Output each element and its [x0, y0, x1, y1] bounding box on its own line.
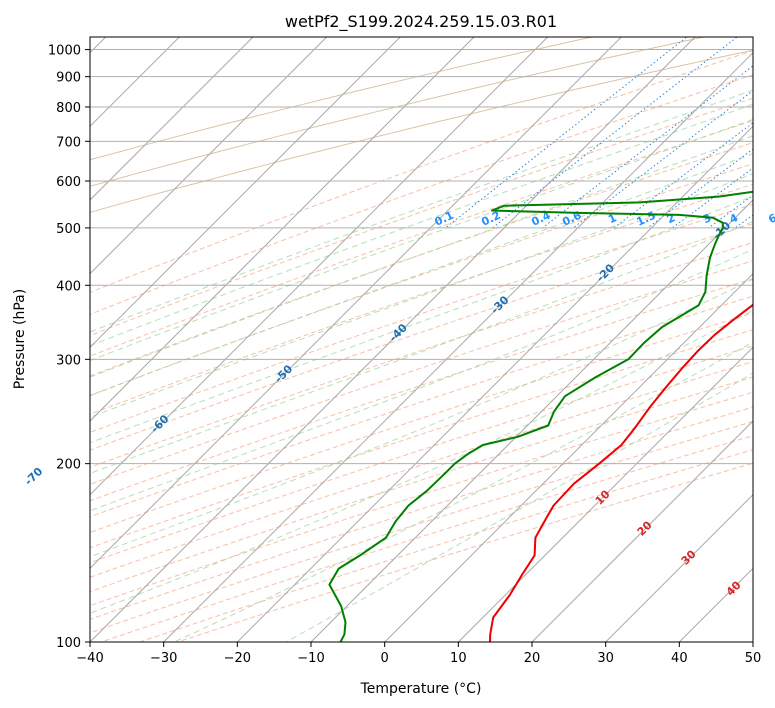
y-tick-label: 400 — [56, 279, 81, 294]
mixing-ratio-line — [572, 90, 753, 229]
dry-adiabat — [90, 312, 753, 533]
dry-adiabat — [90, 203, 753, 433]
x-tick-label: −30 — [150, 651, 177, 666]
isotherm-label: -60 — [148, 412, 171, 435]
y-tick-label: 100 — [56, 636, 81, 651]
mixing-ratio-line — [734, 214, 753, 229]
x-tick-label: 20 — [524, 651, 541, 666]
dry-adiabat — [90, 329, 753, 549]
dry-adiabat — [90, 391, 753, 607]
dry-adiabat — [90, 183, 753, 415]
y-tick-label: 500 — [56, 222, 81, 237]
x-axis-title: Temperature (°C) — [360, 681, 482, 697]
x-tick-label: −20 — [224, 651, 251, 666]
moist-adiabat — [90, 89, 753, 333]
isotherm-line — [90, 37, 623, 570]
dry-adiabat — [90, 278, 753, 502]
y-tick-label: 700 — [56, 135, 81, 150]
dry-adiabat — [90, 361, 753, 578]
isotherm-line — [90, 37, 475, 422]
moist-adiabat — [90, 118, 753, 362]
mixing-ratio-label: 0.1 — [433, 209, 456, 229]
dry-adiabat — [90, 97, 753, 337]
dry-adiabat — [90, 120, 753, 357]
y-axis-title: Pressure (hPa) — [12, 289, 28, 389]
dry-adiabat — [90, 295, 753, 518]
moist-adiabat-label: 30 — [679, 547, 699, 567]
isotherm-label: -70 — [22, 465, 45, 488]
profiles — [328, 155, 753, 642]
theta-e-line — [90, 37, 707, 187]
dry-adiabat — [90, 50, 753, 293]
dry-adiabat — [90, 260, 753, 485]
isotherm-label: -30 — [488, 293, 511, 316]
mixing-ratio-label: 3 — [701, 211, 713, 226]
x-tick-label: 0 — [381, 651, 389, 666]
isotherm-line — [236, 125, 753, 642]
isotherm-labels: -100-90-80-70-60-50-40-30-20-100 — [22, 219, 733, 488]
moist-adiabat — [90, 195, 753, 444]
moist-adiabat — [90, 173, 753, 418]
moist-adiabat-label: 20 — [635, 518, 655, 538]
dry-adiabat — [99, 435, 753, 642]
mixing-ratio-line — [492, 37, 738, 229]
dry-adiabat — [90, 376, 753, 593]
temperature-profile — [489, 303, 753, 642]
y-tick-label: 800 — [56, 101, 81, 116]
dry-adiabat — [138, 449, 753, 642]
dry-adiabat — [90, 345, 753, 564]
x-tick-label: −40 — [76, 651, 103, 666]
isotherm-line — [90, 37, 549, 496]
isotherm-line — [162, 51, 753, 642]
moist-adiabat — [90, 220, 753, 474]
x-axis: −40 −30 −20 −10 0 10 20 30 40 50 — [76, 642, 761, 666]
mixing-ratio-label: 6 — [766, 211, 775, 226]
mixing-ratio-line — [445, 37, 688, 229]
y-tick-label: 900 — [56, 71, 81, 86]
x-tick-label: 30 — [597, 651, 614, 666]
dry-adiabat — [90, 406, 753, 620]
dry-adiabat — [90, 142, 753, 377]
isotherm-line — [604, 493, 753, 642]
y-tick-label: 1000 — [48, 44, 81, 59]
dewpoint-profile — [328, 155, 753, 642]
chart-title: wetPf2_S199.2024.259.15.03.R01 — [285, 12, 557, 32]
isotherm-line — [383, 272, 753, 642]
dry-adiabat — [90, 421, 753, 634]
x-tick-label: −10 — [297, 651, 324, 666]
mixing-ratio-label: 2 — [665, 211, 677, 226]
y-tick-label: 300 — [56, 353, 81, 368]
y-tick-label: 200 — [56, 458, 81, 473]
y-tick-label: 600 — [56, 175, 81, 190]
mixing-ratio-line — [672, 167, 753, 229]
x-tick-label: 10 — [450, 651, 467, 666]
y-axis: 100 200 300 400 500 600 700 800 900 1000 — [48, 44, 90, 651]
isotherm-line — [90, 37, 328, 275]
isotherm-line — [310, 199, 753, 642]
background-lines — [90, 37, 753, 642]
dry-adiabat — [90, 223, 753, 451]
isotherm-line — [678, 567, 753, 642]
isotherm-line — [90, 37, 181, 128]
plot-frame — [89, 36, 754, 643]
theta-e-line — [90, 49, 753, 213]
mixing-ratio-line — [542, 65, 753, 229]
isotherm-line — [457, 346, 753, 642]
moist-adiabat-label: 40 — [724, 578, 744, 598]
isotherm-line — [90, 37, 254, 201]
dry-adiabat — [90, 74, 753, 315]
isotherm-label: -40 — [387, 321, 410, 344]
x-tick-label: 40 — [671, 651, 688, 666]
dry-adiabat — [90, 241, 753, 468]
isotherm-line — [531, 420, 753, 642]
isotherm-line — [90, 37, 696, 642]
dry-adiabat — [90, 163, 753, 396]
x-tick-label: 50 — [745, 651, 762, 666]
theta-e-line — [90, 37, 595, 161]
mixing-ratio-line — [613, 122, 753, 229]
